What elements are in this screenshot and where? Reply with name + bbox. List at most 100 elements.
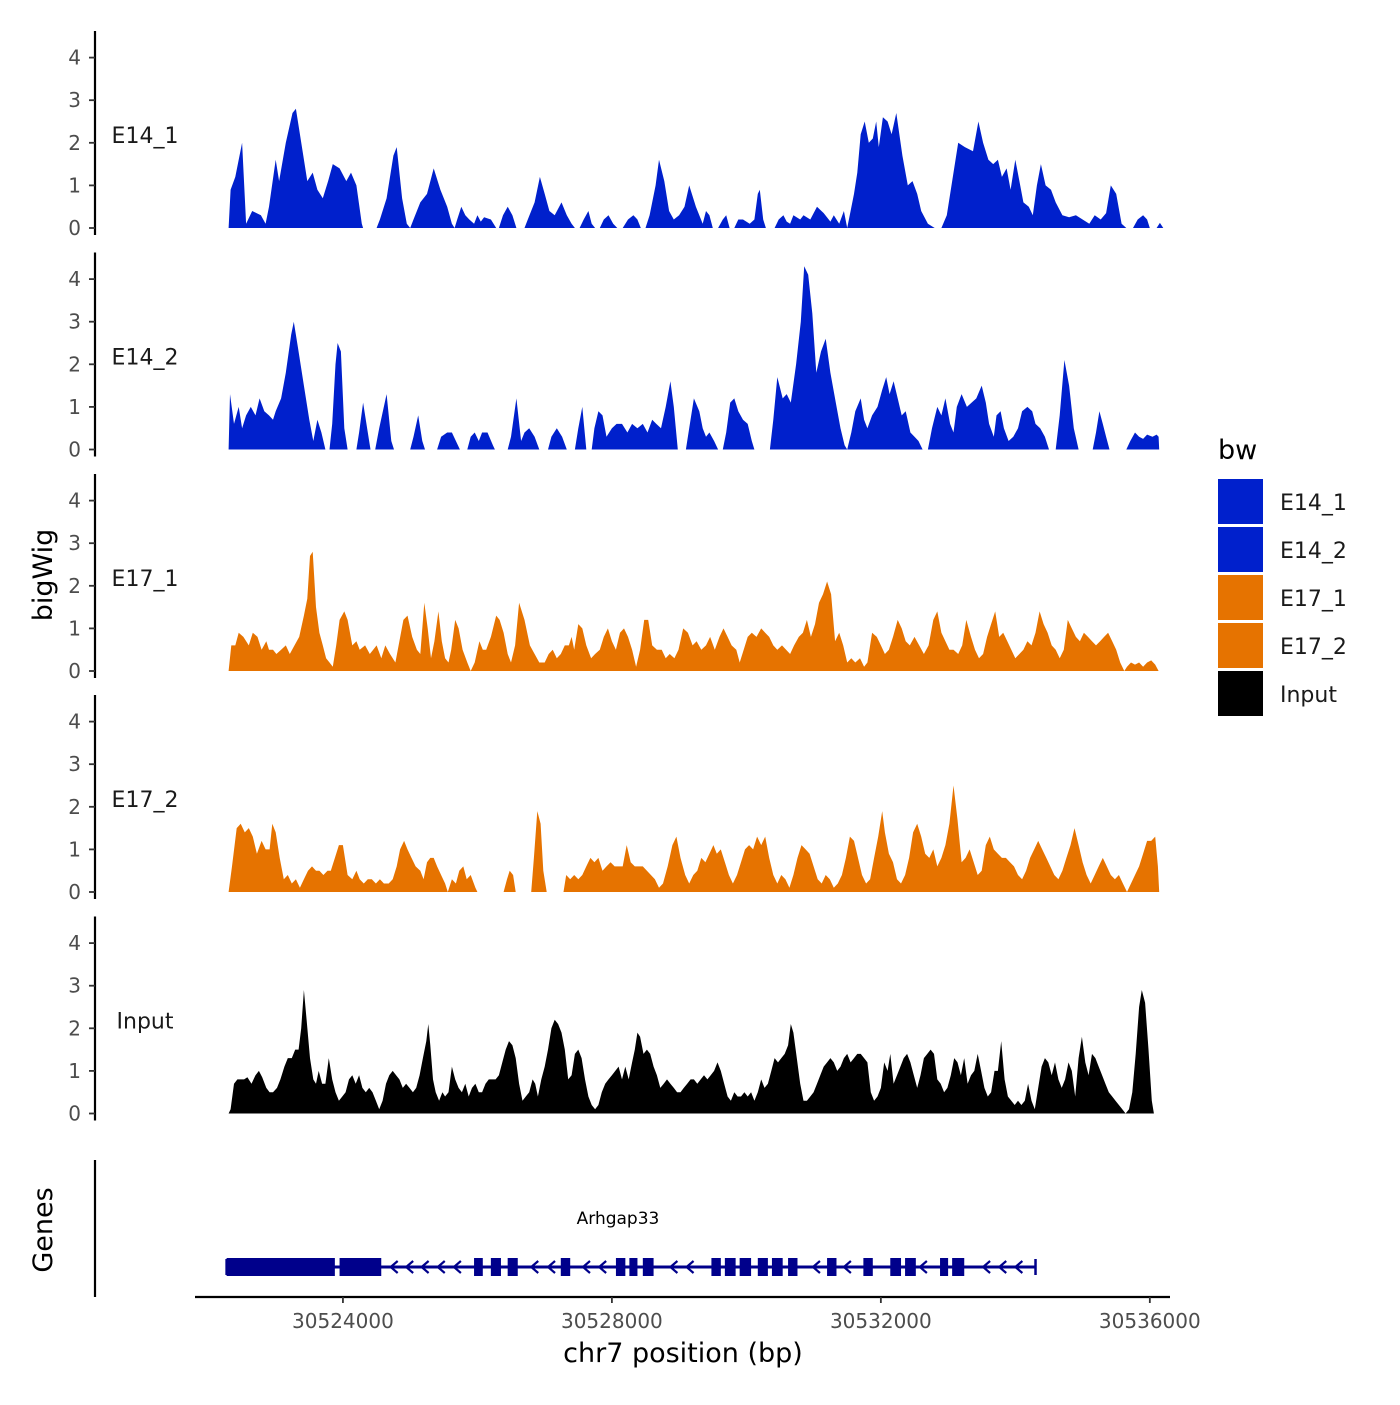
legend-label: E14_2 bbox=[1280, 539, 1347, 564]
y-tick-label: 0 bbox=[68, 216, 81, 240]
x-axis-title: chr7 position (bp) bbox=[563, 1338, 803, 1369]
strand-arrow bbox=[842, 1260, 852, 1274]
y-tick-label: 1 bbox=[68, 395, 81, 419]
exon bbox=[863, 1258, 873, 1276]
y-tick-label: 0 bbox=[68, 438, 81, 462]
y-tick-label: 1 bbox=[68, 173, 81, 197]
exon bbox=[827, 1258, 837, 1276]
track-E17_1: 0 1 2 3 4 E17_1 bbox=[68, 474, 1159, 683]
legend-label: Input bbox=[1280, 683, 1337, 708]
legend: E14_1 E14_2 E17_1 E17_2 Input bbox=[1218, 479, 1347, 716]
track-label: E17_2 bbox=[112, 788, 179, 813]
strand-arrow bbox=[436, 1260, 446, 1274]
strand-arrow bbox=[581, 1260, 591, 1274]
exon bbox=[711, 1258, 721, 1276]
exon bbox=[788, 1258, 798, 1276]
y-tick-label: 3 bbox=[68, 974, 81, 998]
strand-arrow bbox=[918, 1260, 928, 1274]
legend-label: E14_1 bbox=[1280, 491, 1347, 516]
strand-arrow bbox=[546, 1260, 556, 1274]
exon bbox=[615, 1258, 626, 1276]
y-tick-label: 0 bbox=[68, 659, 81, 683]
exon bbox=[890, 1258, 902, 1276]
exon bbox=[905, 1258, 916, 1276]
legend-key bbox=[1218, 671, 1263, 716]
y-tick-label: 0 bbox=[68, 1102, 81, 1126]
exon bbox=[757, 1258, 768, 1276]
legend-label: E17_1 bbox=[1280, 587, 1347, 612]
strand-arrow bbox=[684, 1260, 695, 1274]
legend-item: Input bbox=[1218, 671, 1337, 716]
coverage-area-E14_2 bbox=[228, 266, 1160, 450]
y-tick-label: 0 bbox=[68, 880, 81, 904]
track-label: E14_1 bbox=[112, 124, 179, 149]
gene-label: Arhgap33 bbox=[577, 1209, 660, 1229]
y-axis-title: bigWig bbox=[28, 529, 59, 622]
y-tick-label: 4 bbox=[68, 46, 81, 70]
legend-item: E14_2 bbox=[1218, 527, 1347, 572]
y-tick-label: 4 bbox=[68, 931, 81, 955]
legend-label: E17_2 bbox=[1280, 635, 1347, 660]
strand-arrow bbox=[404, 1260, 414, 1274]
x-axis: 30524000 30528000 30532000 30536000 bbox=[195, 1295, 1201, 1333]
exon bbox=[226, 1258, 335, 1276]
y-tick-label: 2 bbox=[68, 574, 81, 598]
coverage-area-E17_2 bbox=[228, 785, 1160, 892]
track-Input: 0 1 2 3 4 Input bbox=[68, 916, 1154, 1126]
strand-arrow bbox=[981, 1260, 991, 1274]
y-tick-label: 3 bbox=[68, 531, 81, 555]
strand-arrow bbox=[811, 1260, 821, 1274]
y-tick-label: 2 bbox=[68, 795, 81, 819]
coverage-area-E17_1 bbox=[228, 551, 1159, 671]
legend-key bbox=[1218, 527, 1263, 572]
y-tick-label: 1 bbox=[68, 1059, 81, 1083]
y-tick-label: 4 bbox=[68, 489, 81, 513]
legend-key bbox=[1218, 479, 1263, 524]
tracks-layer: 0 1 2 3 4 E14_1 0 1 2 3 4 E14_2 0 1 2 3 4 E17_1 0 1 2 3 4 E17_2… bbox=[68, 31, 1164, 1126]
y-tick-label: 3 bbox=[68, 310, 81, 334]
x-tick-label: 30536000 bbox=[1099, 1309, 1201, 1333]
exon bbox=[724, 1258, 736, 1276]
y-tick-label: 1 bbox=[68, 837, 81, 861]
genes-axis-title: Genes bbox=[28, 1187, 59, 1272]
legend-title: bw bbox=[1218, 435, 1257, 466]
exon bbox=[771, 1258, 783, 1276]
strand-arrow bbox=[388, 1260, 399, 1274]
legend-item: E17_2 bbox=[1218, 623, 1347, 668]
legend-key bbox=[1218, 623, 1263, 668]
exon bbox=[642, 1258, 654, 1276]
legend-key bbox=[1218, 575, 1263, 620]
legend-item: E17_1 bbox=[1218, 575, 1347, 620]
y-tick-label: 1 bbox=[68, 616, 81, 640]
coverage-area-Input bbox=[228, 990, 1154, 1114]
strand-arrow bbox=[452, 1260, 462, 1274]
y-tick-label: 4 bbox=[68, 267, 81, 291]
track-label: E14_2 bbox=[112, 346, 179, 371]
y-tick-label: 3 bbox=[68, 88, 81, 112]
exon bbox=[560, 1258, 571, 1276]
x-tick-label: 30528000 bbox=[561, 1309, 663, 1333]
exon bbox=[952, 1258, 965, 1276]
strand-arrow bbox=[1013, 1260, 1024, 1274]
strand-arrow bbox=[529, 1260, 539, 1274]
genes-layer bbox=[93, 1160, 1037, 1297]
y-tick-label: 4 bbox=[68, 710, 81, 734]
y-tick-label: 3 bbox=[68, 752, 81, 776]
exon bbox=[490, 1258, 501, 1276]
track-E14_2: 0 1 2 3 4 E14_2 bbox=[68, 252, 1160, 462]
coverage-area-E14_1 bbox=[228, 108, 1164, 228]
y-tick-label: 2 bbox=[68, 131, 81, 155]
exon bbox=[507, 1258, 518, 1276]
strand-arrow bbox=[668, 1260, 679, 1274]
track-label: Input bbox=[117, 1010, 174, 1035]
exon bbox=[339, 1258, 382, 1276]
x-tick-label: 30524000 bbox=[292, 1309, 394, 1333]
track-label: E17_1 bbox=[112, 567, 179, 592]
strand-arrow bbox=[597, 1260, 607, 1274]
exon bbox=[629, 1258, 638, 1276]
strand-arrow bbox=[997, 1260, 1007, 1274]
legend-item: E14_1 bbox=[1218, 479, 1347, 524]
x-tick-label: 30532000 bbox=[830, 1309, 932, 1333]
